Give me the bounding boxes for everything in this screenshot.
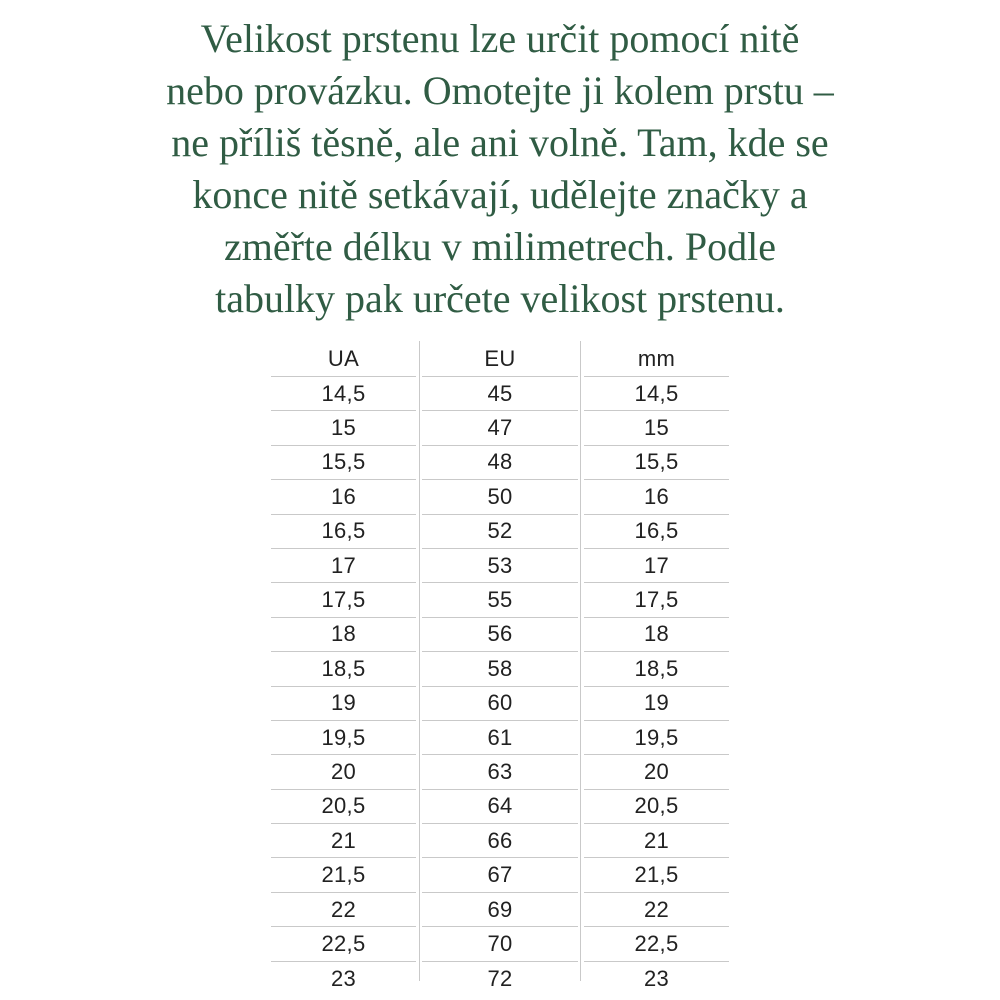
table-row: 18 56 18 <box>271 618 729 653</box>
cell-mm: 14,5 <box>584 377 729 412</box>
cell-ua: 23 <box>330 965 357 991</box>
column-divider-2 <box>580 341 581 981</box>
cell-mm: 21 <box>584 824 729 859</box>
table-row: 18,5 58 18,5 <box>271 652 729 687</box>
cell-mm: 21,5 <box>584 858 729 893</box>
cell-ua: 19,5 <box>271 721 416 756</box>
cell-eu: 70 <box>422 927 578 962</box>
cell-ua: 20,5 <box>271 790 416 825</box>
cell-ua: 22,5 <box>271 927 416 962</box>
table-row: 14,5 45 14,5 <box>271 377 729 412</box>
cell-ua: 15 <box>271 411 416 446</box>
table-row: 17 53 17 <box>271 549 729 584</box>
cell-ua: 21,5 <box>271 858 416 893</box>
table-row: 19,5 61 19,5 <box>271 721 729 756</box>
cell-eu: 58 <box>422 652 578 687</box>
cell-eu: 52 <box>422 515 578 549</box>
cell-mm: 20 <box>584 755 729 790</box>
cell-eu: 61 <box>422 721 578 756</box>
cell-ua: 17,5 <box>271 583 416 618</box>
cell-mm: 23 <box>643 965 670 991</box>
cell-ua: 19 <box>271 687 416 721</box>
table-body: 14,5 45 14,5 15 47 15 15,5 48 15,5 16 50… <box>271 377 729 996</box>
cell-mm: 17 <box>584 549 729 584</box>
cell-eu: 53 <box>422 549 578 584</box>
cell-eu: 56 <box>422 618 578 653</box>
cell-ua: 21 <box>271 824 416 859</box>
cell-eu: 67 <box>422 858 578 893</box>
cell-mm: 18,5 <box>584 652 729 687</box>
intro-line-1: Velikost prstenu lze určit pomocí nitě <box>200 16 800 61</box>
table-row: 15,5 48 15,5 <box>271 446 729 481</box>
cell-mm: 17,5 <box>584 583 729 618</box>
cell-mm: 16,5 <box>584 515 729 549</box>
cell-ua: 16 <box>271 480 416 515</box>
ring-size-table: UA EU mm 14,5 45 14,5 15 47 15 15,5 48 1… <box>271 341 729 996</box>
intro-line-4: konce nitě setkávají, udělejte značky a <box>192 172 808 217</box>
cell-eu: 47 <box>422 411 578 446</box>
cell-mm: 20,5 <box>584 790 729 825</box>
cell-eu: 50 <box>422 480 578 515</box>
table-row: 16,5 52 16,5 <box>271 515 729 549</box>
table-row: 21 66 21 <box>271 824 729 859</box>
intro-paragraph: Velikost prstenu lze určit pomocí nitě n… <box>0 0 1000 325</box>
cell-mm: 22,5 <box>584 927 729 962</box>
cell-ua: 15,5 <box>271 446 416 481</box>
header-mm: mm <box>584 341 729 377</box>
cell-eu: 60 <box>422 687 578 721</box>
intro-line-3: ne příliš těsně, ale ani volně. Tam, kde… <box>171 120 829 165</box>
table-row: 17,5 55 17,5 <box>271 583 729 618</box>
table-row: 21,5 67 21,5 <box>271 858 729 893</box>
cell-ua: 22 <box>271 893 416 928</box>
cell-ua: 18,5 <box>271 652 416 687</box>
cell-eu: 64 <box>422 790 578 825</box>
cell-mm: 15,5 <box>584 446 729 481</box>
cell-mm: 18 <box>584 618 729 653</box>
header-eu: EU <box>422 341 578 377</box>
cell-eu: 66 <box>422 824 578 859</box>
column-divider-1 <box>419 341 420 981</box>
cell-mm: 22 <box>584 893 729 928</box>
cell-eu: 72 <box>487 965 513 991</box>
cell-eu: 63 <box>422 755 578 790</box>
table-row: 15 47 15 <box>271 411 729 446</box>
table-row: 16 50 16 <box>271 480 729 515</box>
cell-eu: 48 <box>422 446 578 481</box>
cell-mm: 19,5 <box>584 721 729 756</box>
table-row: 20 63 20 <box>271 755 729 790</box>
cell-eu: 45 <box>422 377 578 412</box>
cell-ua: 20 <box>271 755 416 790</box>
cell-ua: 17 <box>271 549 416 584</box>
intro-line-6: tabulky pak určete velikost prstenu. <box>215 276 785 321</box>
cell-mm: 16 <box>584 480 729 515</box>
intro-line-2: nebo provázku. Omotejte ji kolem prstu – <box>166 68 834 113</box>
cell-mm: 19 <box>584 687 729 721</box>
table-row: 22,5 70 22,5 <box>271 927 729 962</box>
table-row: 20,5 64 20,5 <box>271 790 729 825</box>
cell-mm: 15 <box>584 411 729 446</box>
cell-ua: 16,5 <box>271 515 416 549</box>
cell-eu: 55 <box>422 583 578 618</box>
cell-ua: 18 <box>271 618 416 653</box>
header-ua: UA <box>271 341 416 377</box>
table-header-row: UA EU mm <box>271 341 729 377</box>
cell-ua: 14,5 <box>271 377 416 412</box>
intro-line-5: změřte délku v milimetrech. Podle <box>223 224 777 269</box>
cell-eu: 69 <box>422 893 578 928</box>
table-row: 22 69 22 <box>271 893 729 928</box>
table-row: 19 60 19 <box>271 687 729 721</box>
table-row: 23 72 23 <box>271 962 729 996</box>
